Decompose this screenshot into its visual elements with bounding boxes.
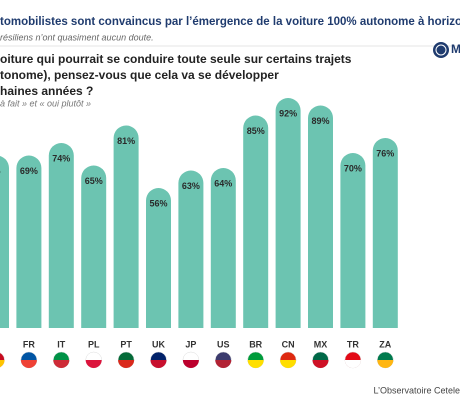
header-subtitle: résiliens n’ont quasiment aucun doute. [0, 32, 154, 42]
bar [146, 187, 171, 328]
question-line: haines années ? [0, 84, 93, 98]
bar [16, 155, 42, 328]
header-title: tomobilistes sont convaincus par l’émerg… [0, 16, 460, 28]
flag-part [182, 360, 199, 368]
x-tick-label: PT [120, 339, 132, 349]
globe-icon [433, 42, 449, 58]
flag-part [150, 360, 167, 368]
x-tick-label: PL [88, 339, 100, 349]
flag-part [215, 360, 232, 368]
value-label: 85% [247, 126, 265, 136]
flag-part [312, 360, 329, 368]
x-tick-label: JP [185, 339, 196, 349]
x-tick-label: US [217, 339, 230, 349]
flag-part [0, 360, 5, 368]
flag-part [377, 360, 394, 368]
value-label: 76% [376, 148, 394, 158]
value-label: 69% [20, 166, 38, 176]
bar [0, 156, 9, 328]
bar [308, 105, 333, 328]
value-label: 89% [311, 116, 329, 126]
value-label: 64% [214, 178, 232, 188]
bar [275, 98, 301, 328]
bar [340, 153, 366, 328]
flag-part [85, 360, 102, 368]
flag-part [118, 360, 135, 368]
x-tick-label: BR [249, 339, 262, 349]
bar [81, 165, 107, 328]
value-label: 63% [182, 181, 200, 191]
bar [243, 115, 269, 328]
question-line: oiture qui pourrait se conduire toute se… [0, 52, 352, 66]
x-tick-label: TR [347, 339, 359, 349]
flag-part [280, 360, 297, 368]
x-tick-label: ZA [379, 339, 391, 349]
bar [113, 125, 139, 329]
bar [178, 170, 204, 328]
value-label: 65% [85, 176, 103, 186]
value-label: 70% [344, 163, 362, 173]
value-label: 81% [117, 136, 135, 146]
flag-part [344, 360, 361, 368]
flag-part [53, 360, 70, 368]
source: L’Observatoire Cetele [373, 385, 460, 395]
x-tick-label: IT [57, 339, 66, 349]
flag-part [20, 360, 37, 368]
badge: M [451, 42, 460, 56]
x-tick-label: FR [23, 339, 35, 349]
bar [210, 168, 236, 328]
x-tick-label: CN [282, 339, 295, 349]
value-label: 92% [279, 108, 297, 118]
bar [372, 138, 398, 328]
x-tick-label: MX [314, 339, 328, 349]
value-label: % [0, 166, 1, 176]
bar [48, 143, 74, 328]
note: à fait » et « oui plutôt » [0, 98, 91, 108]
globe-icon-line [435, 44, 447, 56]
question-line: tonome), pensez-vous que cela va se déve… [0, 68, 279, 82]
flag-part [247, 360, 264, 368]
value-label: 56% [149, 198, 167, 208]
x-tick-label: UK [152, 339, 165, 349]
value-label: 74% [52, 153, 70, 163]
